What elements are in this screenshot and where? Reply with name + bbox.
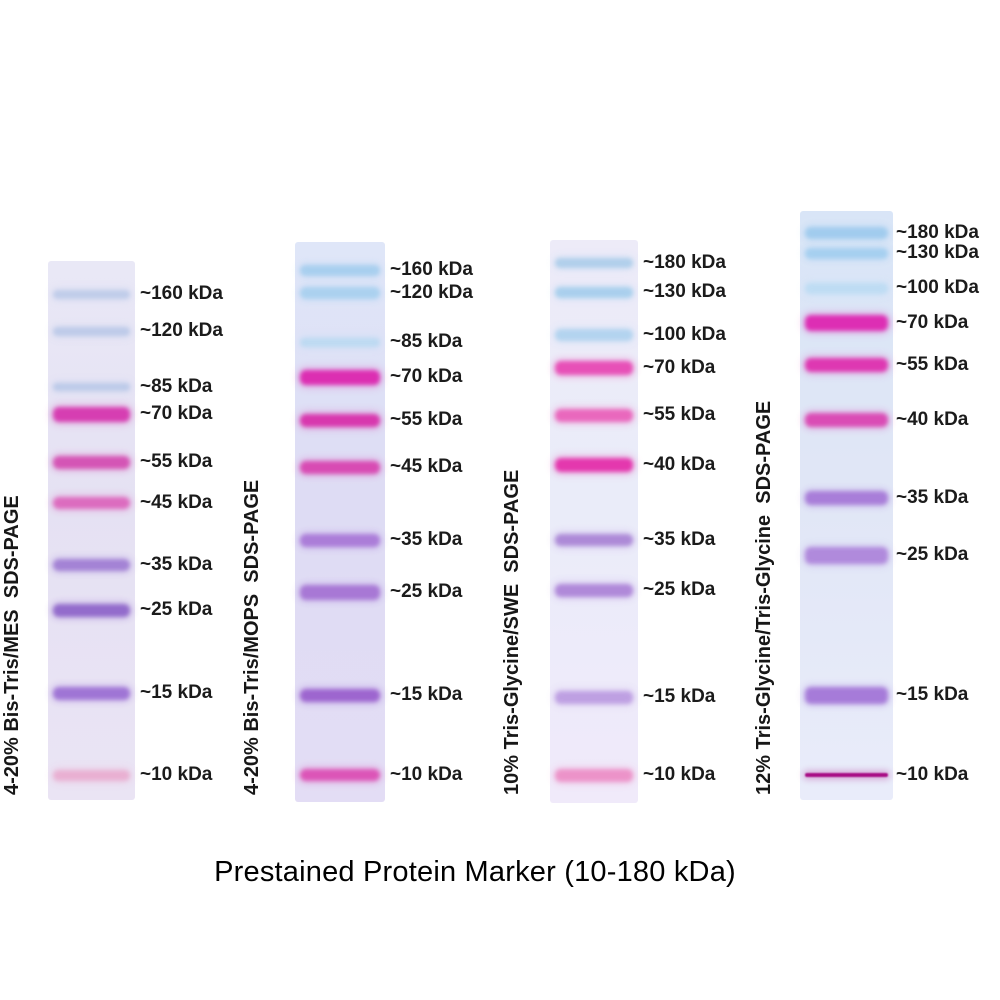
band-label-lane-tris-glycine-70kDa: ~70 kDa — [896, 312, 969, 333]
band-lane-bis-tris-mops-85kDa — [300, 337, 380, 347]
band-lane-tris-glycine-swe-130kDa — [555, 286, 633, 298]
band-lane-tris-glycine-180kDa — [805, 227, 888, 239]
band-label-lane-bis-tris-mes-45kDa: ~45 kDa — [140, 492, 213, 513]
band-label-lane-bis-tris-mops-35kDa: ~35 kDa — [390, 529, 463, 550]
band-label-lane-tris-glycine-swe-55kDa: ~55 kDa — [643, 404, 716, 425]
lane-title-lane-tris-glycine-swe: 10% Tris-Glycine/SWE SDS-PAGE — [501, 469, 523, 795]
band-label-lane-tris-glycine-swe-10kDa: ~10 kDa — [643, 764, 716, 785]
band-lane-tris-glycine-swe-35kDa — [555, 534, 633, 546]
band-label-lane-bis-tris-mops-160kDa: ~160 kDa — [390, 259, 473, 280]
band-lane-tris-glycine-swe-25kDa — [555, 583, 633, 597]
band-lane-bis-tris-mops-55kDa — [300, 413, 380, 427]
gel-lane-lane-tris-glycine-swe — [550, 240, 638, 803]
band-label-lane-bis-tris-mops-85kDa: ~85 kDa — [390, 331, 463, 352]
band-label-lane-tris-glycine-swe-100kDa: ~100 kDa — [643, 324, 726, 345]
band-label-lane-tris-glycine-25kDa: ~25 kDa — [896, 544, 969, 565]
band-lane-tris-glycine-swe-40kDa — [555, 458, 633, 472]
lane-title-lane-tris-glycine: 12% Tris-Glycine/Tris-Glycine SDS-PAGE — [753, 400, 775, 795]
band-label-lane-bis-tris-mes-15kDa: ~15 kDa — [140, 682, 213, 703]
band-label-lane-bis-tris-mops-10kDa: ~10 kDa — [390, 764, 463, 785]
band-label-lane-bis-tris-mes-120kDa: ~120 kDa — [140, 320, 223, 341]
gel-lane-lane-bis-tris-mops — [295, 242, 385, 802]
band-label-lane-tris-glycine-swe-130kDa: ~130 kDa — [643, 281, 726, 302]
band-lane-tris-glycine-35kDa — [805, 491, 888, 505]
band-label-lane-tris-glycine-swe-40kDa: ~40 kDa — [643, 454, 716, 475]
gel-lane-lane-tris-glycine — [800, 211, 893, 800]
gel-lane-lane-bis-tris-mes — [48, 261, 135, 800]
band-label-lane-tris-glycine-40kDa: ~40 kDa — [896, 409, 969, 430]
band-lane-bis-tris-mops-35kDa — [300, 533, 380, 547]
band-lane-tris-glycine-55kDa — [805, 358, 888, 372]
band-label-lane-tris-glycine-55kDa: ~55 kDa — [896, 354, 969, 375]
band-label-lane-bis-tris-mes-25kDa: ~25 kDa — [140, 599, 213, 620]
band-label-lane-bis-tris-mes-70kDa: ~70 kDa — [140, 403, 213, 424]
band-lane-tris-glycine-130kDa — [805, 247, 888, 259]
band-lane-bis-tris-mops-120kDa — [300, 287, 380, 299]
band-lane-bis-tris-mes-45kDa — [53, 497, 130, 509]
band-lane-bis-tris-mops-25kDa — [300, 584, 380, 600]
band-lane-tris-glycine-swe-70kDa — [555, 361, 633, 375]
band-lane-bis-tris-mes-55kDa — [53, 455, 130, 469]
band-label-lane-bis-tris-mops-55kDa: ~55 kDa — [390, 409, 463, 430]
figure-title: Prestained Protein Marker (10-180 kDa) — [214, 856, 736, 888]
band-lane-bis-tris-mes-15kDa — [53, 686, 130, 700]
band-lane-tris-glycine-swe-15kDa — [555, 690, 633, 704]
band-lane-tris-glycine-100kDa — [805, 282, 888, 294]
band-lane-bis-tris-mes-85kDa — [53, 383, 130, 391]
band-lane-tris-glycine-swe-180kDa — [555, 258, 633, 268]
band-lane-tris-glycine-70kDa — [805, 315, 888, 331]
band-lane-tris-glycine-swe-55kDa — [555, 408, 633, 422]
band-label-lane-tris-glycine-swe-70kDa: ~70 kDa — [643, 357, 716, 378]
lane-title-lane-bis-tris-mops: 4-20% Bis-Tris/MOPS SDS-PAGE — [241, 479, 263, 795]
band-lane-bis-tris-mes-10kDa — [53, 769, 130, 781]
lane-title-lane-bis-tris-mes: 4-20% Bis-Tris/MES SDS-PAGE — [1, 495, 23, 795]
band-label-lane-bis-tris-mops-70kDa: ~70 kDa — [390, 366, 463, 387]
band-lane-tris-glycine-10kDa — [805, 773, 888, 777]
band-label-lane-tris-glycine-100kDa: ~100 kDa — [896, 277, 979, 298]
band-label-lane-tris-glycine-10kDa: ~10 kDa — [896, 764, 969, 785]
band-label-lane-tris-glycine-180kDa: ~180 kDa — [896, 222, 979, 243]
band-label-lane-tris-glycine-swe-25kDa: ~25 kDa — [643, 579, 716, 600]
band-label-lane-bis-tris-mops-120kDa: ~120 kDa — [390, 282, 473, 303]
band-lane-tris-glycine-40kDa — [805, 413, 888, 427]
band-label-lane-tris-glycine-swe-180kDa: ~180 kDa — [643, 252, 726, 273]
band-lane-bis-tris-mes-25kDa — [53, 603, 130, 617]
band-label-lane-bis-tris-mops-25kDa: ~25 kDa — [390, 581, 463, 602]
band-lane-bis-tris-mops-45kDa — [300, 460, 380, 474]
band-label-lane-bis-tris-mops-45kDa: ~45 kDa — [390, 456, 463, 477]
band-label-lane-bis-tris-mes-160kDa: ~160 kDa — [140, 283, 223, 304]
band-label-lane-tris-glycine-swe-15kDa: ~15 kDa — [643, 686, 716, 707]
band-label-lane-bis-tris-mes-55kDa: ~55 kDa — [140, 451, 213, 472]
band-label-lane-bis-tris-mes-10kDa: ~10 kDa — [140, 764, 213, 785]
band-lane-tris-glycine-swe-100kDa — [555, 329, 633, 341]
band-label-lane-bis-tris-mes-35kDa: ~35 kDa — [140, 554, 213, 575]
band-lane-bis-tris-mes-160kDa — [53, 289, 130, 299]
band-lane-tris-glycine-swe-10kDa — [555, 768, 633, 782]
band-lane-bis-tris-mes-70kDa — [53, 406, 130, 422]
band-lane-bis-tris-mops-70kDa — [300, 369, 380, 385]
band-label-lane-tris-glycine-swe-35kDa: ~35 kDa — [643, 529, 716, 550]
band-label-lane-bis-tris-mops-15kDa: ~15 kDa — [390, 684, 463, 705]
band-label-lane-tris-glycine-35kDa: ~35 kDa — [896, 487, 969, 508]
band-lane-bis-tris-mops-10kDa — [300, 769, 380, 781]
band-label-lane-tris-glycine-130kDa: ~130 kDa — [896, 242, 979, 263]
band-lane-tris-glycine-15kDa — [805, 686, 888, 704]
band-lane-bis-tris-mes-35kDa — [53, 559, 130, 571]
band-lane-bis-tris-mops-15kDa — [300, 688, 380, 702]
band-label-lane-tris-glycine-15kDa: ~15 kDa — [896, 684, 969, 705]
band-label-lane-bis-tris-mes-85kDa: ~85 kDa — [140, 376, 213, 397]
band-lane-bis-tris-mops-160kDa — [300, 264, 380, 276]
band-lane-tris-glycine-25kDa — [805, 546, 888, 564]
band-lane-bis-tris-mes-120kDa — [53, 326, 130, 336]
